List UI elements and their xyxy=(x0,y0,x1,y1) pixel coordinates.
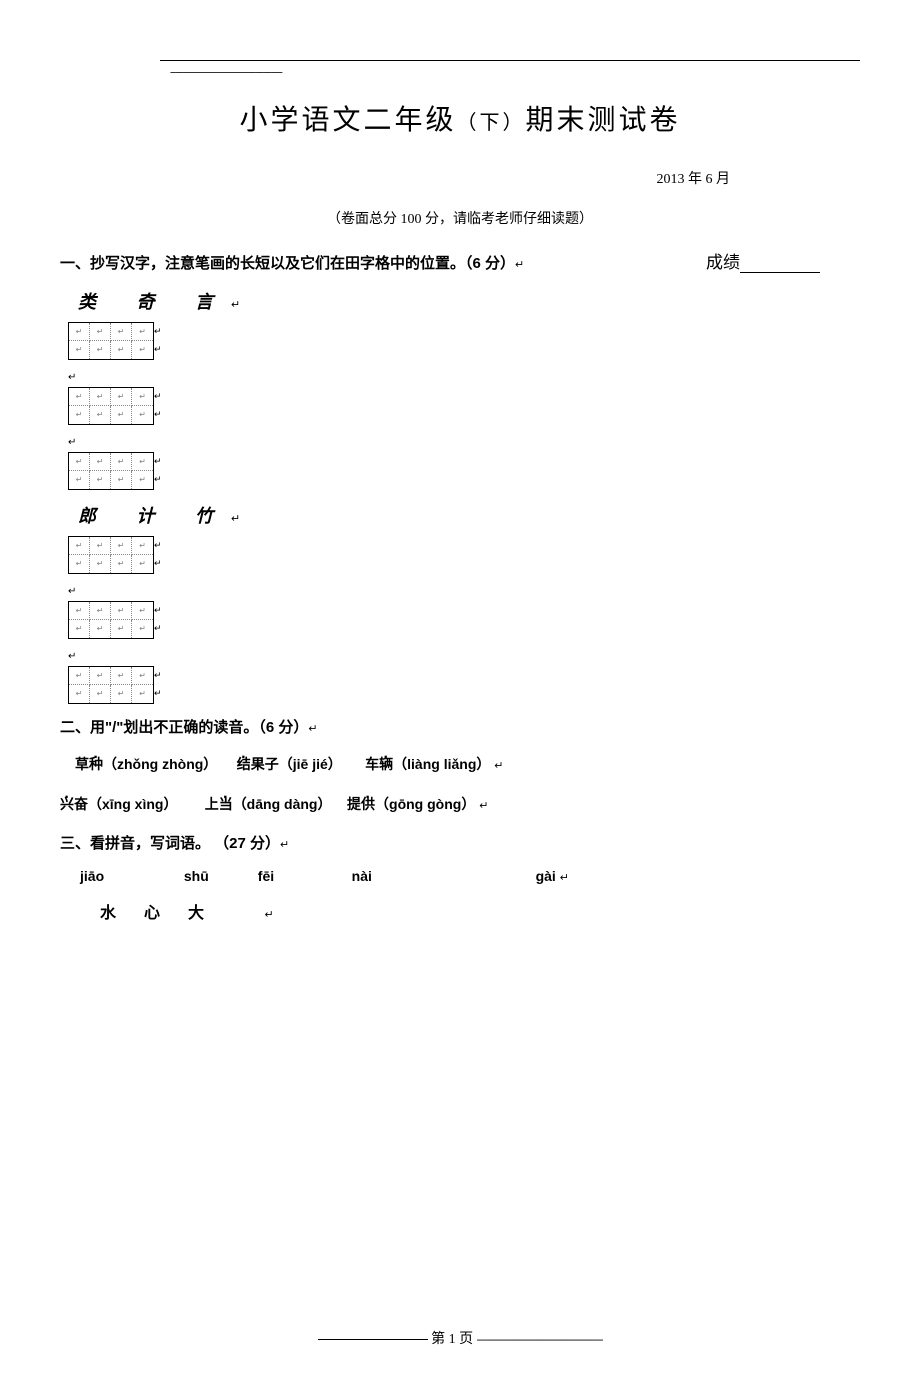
section3-heading-text: 三、看拼音，写词语。 （27 分） xyxy=(60,835,280,852)
footer-dashes: ----------------------------------------… xyxy=(477,1332,603,1346)
spacer: ↵ xyxy=(68,372,860,383)
grid-side: ↵↵ xyxy=(154,452,162,488)
char-row-1: 类 奇 言↵ xyxy=(78,288,860,314)
grid-side: ↵↵ xyxy=(154,322,162,358)
grid-side: ↵↵ xyxy=(154,536,162,572)
grid xyxy=(68,452,154,490)
return-mark: ↵ xyxy=(308,723,317,735)
s2-l2-a-py: （xīng xìng） xyxy=(88,796,177,812)
section1-row: 一、抄写汉字，注意笔画的长短以及它们在田字格中的位置。（6 分）↵ 成绩 xyxy=(60,248,860,273)
score-label-text: 成绩 xyxy=(706,253,740,272)
grid xyxy=(68,601,154,639)
top-border xyxy=(160,60,860,61)
date-text: 2013 年 6 月 xyxy=(60,168,730,188)
s3-py-4: nài xyxy=(352,868,532,884)
title-end: 期末测试卷 xyxy=(526,104,681,135)
return-mark: ↵ xyxy=(515,259,524,271)
return-mark: ↵ xyxy=(265,909,274,921)
return-mark: ↵ xyxy=(494,760,503,772)
title-main: 小学语文二年级 xyxy=(239,104,456,135)
tianzige-1: ↵↵ xyxy=(68,322,860,364)
s2-l1-a-dot: 种 xyxy=(89,756,103,772)
top-dashes: ----------------------------------------… xyxy=(170,66,860,78)
s2-l2-c-dot: 供 xyxy=(361,796,375,812)
score-blank xyxy=(740,272,820,273)
section2-line2: 兴奋（xīng xìng） 上当（dāng dàng） 提供（gōng gòng… xyxy=(60,792,860,817)
grid xyxy=(68,387,154,425)
s2-l2-a-dot: 兴 xyxy=(60,796,74,812)
section3-pinyin-row: jiāo shū fēi nài gài ↵ xyxy=(80,868,860,884)
page-title: 小学语文二年级（下）期末测试卷 xyxy=(60,98,860,138)
page-footer: 第 1 页 ----------------------------------… xyxy=(0,1328,920,1348)
section3-char-row: 水心大 ↵ xyxy=(100,899,860,923)
s2-l1-a-py: （zhǒng zhòng） xyxy=(103,756,217,772)
tianzige-5: ↵↵ xyxy=(68,601,860,643)
section2-heading-text: 二、用"/"划出不正确的读音。（6 分） xyxy=(60,719,308,736)
grid-side: ↵↵ xyxy=(154,666,162,702)
s3-char-2: 心 xyxy=(144,905,188,922)
s3-py-3: fēi xyxy=(258,868,348,884)
grid xyxy=(68,666,154,704)
tianzige-2: ↵↵ xyxy=(68,387,860,429)
footer-line-left xyxy=(318,1339,428,1340)
section3-heading: 三、看拼音，写词语。 （27 分）↵ xyxy=(60,832,860,853)
char-row-2-text: 郎 计 竹 xyxy=(78,506,231,526)
instruction-text: （卷面总分 100 分，请临考老师仔细读题） xyxy=(60,208,860,228)
tianzige-4: ↵↵ xyxy=(68,536,860,578)
s2-l2-b-py: （dāng dàng） xyxy=(233,796,332,812)
s2-l1-b-dot: 结 xyxy=(237,756,251,772)
page-container: ----------------------------------------… xyxy=(0,0,920,923)
return-mark: ↵ xyxy=(231,299,240,311)
s2-l2-b: 上 xyxy=(205,796,219,812)
spacer: ↵ xyxy=(68,437,860,448)
section2-line1: 草种（zhǒng zhòng） 结果子（jiē jié） 车辆（liàng li… xyxy=(75,752,860,777)
spacer: ↵ xyxy=(68,586,860,597)
s3-py-1: jiāo xyxy=(80,868,180,884)
s2-l1-c-py: （liàng liǎng） xyxy=(393,756,490,772)
footer-page-number: 第 1 页 xyxy=(431,1332,473,1347)
s2-l1-a: 草 xyxy=(75,756,89,772)
s2-l1-b: 果子 xyxy=(251,756,279,772)
s3-char-1: 水 xyxy=(100,905,144,922)
score-label: 成绩 xyxy=(706,248,820,273)
s2-l2-c: 提 xyxy=(347,796,361,812)
return-mark: ↵ xyxy=(280,839,289,851)
s2-l1-c-dot: 辆 xyxy=(379,756,393,772)
title-sub: （下） xyxy=(457,112,526,134)
spacer: ↵ xyxy=(68,651,860,662)
return-mark: ↵ xyxy=(560,871,569,884)
s2-l1-c: 车 xyxy=(365,756,379,772)
tianzige-6: ↵↵ xyxy=(68,666,860,708)
section1-heading: 一、抄写汉字，注意笔画的长短以及它们在田字格中的位置。（6 分）↵ xyxy=(60,252,524,273)
s2-l2-c-py: （gōng gòng） xyxy=(375,796,475,812)
return-mark: ↵ xyxy=(231,513,240,525)
tianzige-3: ↵↵ xyxy=(68,452,860,494)
s2-l2-a: 奋 xyxy=(74,796,88,812)
char-row-1-text: 类 奇 言 xyxy=(78,292,231,312)
s2-l2-b-dot: 当 xyxy=(219,796,233,812)
grid-side: ↵↵ xyxy=(154,601,162,637)
return-mark: ↵ xyxy=(479,800,488,812)
grid xyxy=(68,322,154,360)
grid xyxy=(68,536,154,574)
grid-side: ↵↵ xyxy=(154,387,162,423)
section2-heading: 二、用"/"划出不正确的读音。（6 分）↵ xyxy=(60,716,860,737)
s3-char-3: 大 xyxy=(188,905,232,922)
char-row-2: 郎 计 竹↵ xyxy=(78,502,860,528)
s3-py-2: shū xyxy=(184,868,254,884)
section1-heading-text: 一、抄写汉字，注意笔画的长短以及它们在田字格中的位置。（6 分） xyxy=(60,255,515,272)
s3-py-5: gài xyxy=(536,868,556,884)
s2-l1-b-py: （jiē jié） xyxy=(279,756,342,772)
